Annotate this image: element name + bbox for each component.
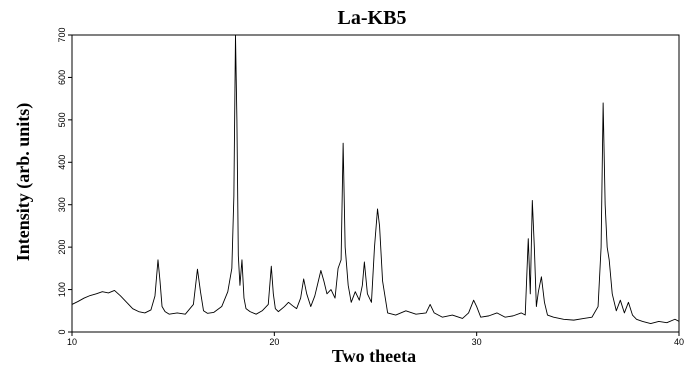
x-axis-label: Two theeta bbox=[332, 346, 416, 366]
series-line-0 bbox=[71, 34, 680, 324]
y-tick-label: 500 bbox=[57, 112, 67, 127]
chart-title: La-KB5 bbox=[338, 7, 407, 29]
y-tick-label: 600 bbox=[57, 70, 67, 85]
y-tick-label: 700 bbox=[57, 27, 67, 42]
y-tick-label: 100 bbox=[57, 282, 67, 297]
x-tick-label: 40 bbox=[674, 337, 684, 347]
y-axis-label: Intensity (arb. units) bbox=[13, 103, 34, 262]
series-layer bbox=[71, 34, 680, 324]
x-ticks: 10 20 30 40 bbox=[67, 332, 684, 347]
y-tick-label: 300 bbox=[57, 197, 67, 212]
x-tick-label: 10 bbox=[67, 337, 77, 347]
plot-area-frame bbox=[71, 34, 680, 333]
y-ticks: 0 100 200 300 400 500 600 700 bbox=[57, 27, 72, 335]
y-tick-label: 200 bbox=[57, 240, 67, 255]
y-tick-label: 400 bbox=[57, 155, 67, 170]
x-tick-label: 20 bbox=[269, 337, 279, 347]
x-tick-label: 30 bbox=[472, 337, 482, 347]
y-tick-label: 0 bbox=[57, 329, 67, 334]
